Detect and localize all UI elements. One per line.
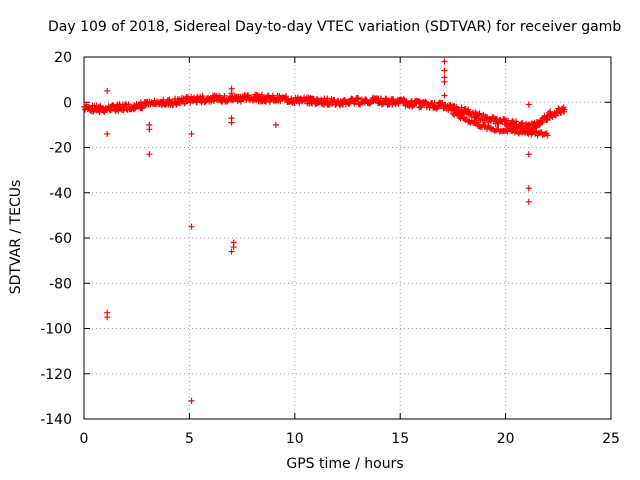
y-tick-label: -140 xyxy=(40,412,72,428)
data-point xyxy=(525,151,532,158)
chart-title: Day 109 of 2018, Sidereal Day-to-day VTE… xyxy=(48,19,622,35)
x-tick-label: 5 xyxy=(185,431,194,447)
data-point xyxy=(355,94,362,101)
x-tick-label: 10 xyxy=(286,431,304,447)
data-point xyxy=(525,101,532,108)
data-point xyxy=(146,151,153,158)
y-tick-label: -120 xyxy=(40,367,72,383)
data-point xyxy=(228,90,235,97)
x-tick-label: 25 xyxy=(602,431,620,447)
data-point xyxy=(525,198,532,205)
data-point xyxy=(104,87,111,94)
data-point xyxy=(441,67,448,74)
data-point xyxy=(188,223,195,230)
y-axis-label: SDTVAR / TECUs xyxy=(8,179,24,295)
data-point xyxy=(367,99,374,106)
x-tick-label: 15 xyxy=(391,431,409,447)
data-point xyxy=(228,119,235,126)
y-tick-label: -80 xyxy=(49,276,72,292)
data-point xyxy=(104,314,111,321)
data-point xyxy=(525,185,532,192)
data-point xyxy=(544,132,551,139)
data-point xyxy=(558,109,565,116)
data-point xyxy=(441,78,448,85)
data-point xyxy=(453,109,460,116)
x-tick-label: 0 xyxy=(80,431,89,447)
data-point xyxy=(258,91,265,98)
data-point xyxy=(561,106,568,113)
data-point xyxy=(324,95,331,102)
data-point xyxy=(188,397,195,404)
data-point xyxy=(410,102,417,109)
grid xyxy=(84,57,611,419)
data-point xyxy=(378,101,385,108)
data-point xyxy=(481,117,488,124)
x-tick-labels: 0 5 10 15 20 25 xyxy=(80,431,620,447)
data-points xyxy=(81,58,568,404)
data-point xyxy=(331,97,338,104)
y-tick-label: 20 xyxy=(54,50,72,66)
data-point xyxy=(272,121,279,128)
y-tick-label: -60 xyxy=(49,231,72,247)
plot-frame xyxy=(83,56,612,420)
data-point xyxy=(473,119,480,126)
data-point xyxy=(403,98,410,105)
x-tick-label: 20 xyxy=(497,431,515,447)
data-point xyxy=(532,124,539,131)
y-tick-label: 0 xyxy=(63,95,72,111)
data-point xyxy=(104,130,111,137)
data-point xyxy=(476,110,483,117)
data-point xyxy=(441,92,448,99)
data-point xyxy=(188,130,195,137)
y-tick-labels: 20 0 -20 -40 -60 -80 -100 -120 -140 xyxy=(40,50,72,428)
data-point xyxy=(260,94,267,101)
data-point xyxy=(146,126,153,133)
x-axis-label: GPS time / hours xyxy=(286,456,404,472)
data-point xyxy=(121,102,128,109)
data-point xyxy=(458,112,465,119)
data-point xyxy=(230,244,237,251)
y-tick-label: -40 xyxy=(49,186,72,202)
y-tick-label: -20 xyxy=(49,141,72,157)
data-point xyxy=(228,248,235,255)
tick-marks xyxy=(83,56,612,420)
data-point xyxy=(441,58,448,65)
y-tick-label: -100 xyxy=(40,322,72,338)
